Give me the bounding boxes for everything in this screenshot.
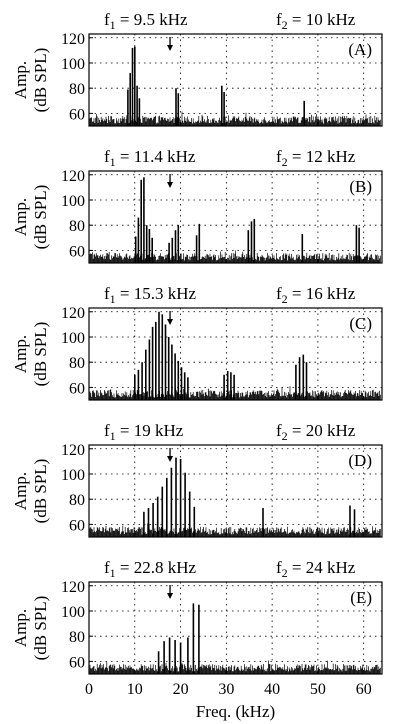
y-tick-label: 60 [69, 106, 85, 123]
panel-1: f1 = 11.4 kHz f2 = 12 kHz 60 80 100 120 (B) Amp… [11, 147, 383, 264]
y-tick-label: 60 [69, 380, 85, 397]
y-axis-label: Amp. [11, 472, 30, 510]
y-tick-label: 120 [61, 579, 85, 596]
noise-floor [89, 250, 381, 263]
y-tick-label: 80 [69, 629, 85, 646]
axes-frame [88, 170, 383, 264]
x-tick-label: 0 [85, 681, 93, 698]
grid [89, 308, 382, 400]
y-tick-label: 100 [61, 467, 85, 484]
y-axis-label: Amp. [11, 335, 30, 373]
y-axis-label: Amp. [11, 198, 30, 236]
f1-title: f1 = 15.3 kHz [104, 284, 197, 306]
y-tick-label: 60 [69, 654, 85, 671]
y-tick-label: 120 [61, 168, 85, 185]
f1-title: f1 = 11.4 kHz [104, 147, 196, 169]
y-axis-label-unit: (dB SPL) [31, 459, 50, 524]
panel-label: (E) [350, 588, 372, 607]
panel-label: (A) [348, 40, 372, 59]
y-tick-label: 100 [61, 604, 85, 621]
y-tick-label: 120 [61, 442, 85, 459]
y-tick-label: 100 [61, 193, 85, 210]
arrow-head [167, 593, 174, 599]
y-axis-label-unit: (dB SPL) [31, 185, 50, 250]
y-tick-label: 80 [69, 81, 85, 98]
f1-title: f1 = 9.5 kHz [104, 10, 188, 32]
f1-title: f1 = 19 kHz [104, 421, 184, 443]
x-tick-label: 50 [310, 681, 326, 698]
arrow-head [167, 45, 174, 51]
f2-title: f2 = 24 kHz [276, 558, 356, 580]
panel-0: f1 = 9.5 kHz f2 = 10 kHz 60 80 100 120 (A) Amp.… [11, 10, 383, 127]
noise-floor [89, 660, 381, 674]
f2-title: f2 = 20 kHz [276, 421, 356, 443]
y-axis-label-unit: (dB SPL) [31, 48, 50, 113]
x-tick-label: 60 [356, 681, 372, 698]
noise-floor [89, 111, 381, 126]
y-axis-label: Amp. [11, 61, 30, 99]
panel-3: f1 = 19 kHz f2 = 20 kHz 60 80 100 120 (D) Amp.(… [11, 421, 383, 538]
panel-2: f1 = 15.3 kHz f2 = 16 kHz 60 80 100 120 (C) Amp… [11, 284, 383, 401]
y-tick-label: 100 [61, 56, 85, 73]
noise-floor [89, 523, 381, 537]
axes-frame [88, 581, 383, 675]
grid [89, 445, 382, 537]
grid [89, 171, 382, 263]
x-tick-label: 30 [218, 681, 234, 698]
y-axis-label-unit: (dB SPL) [31, 596, 50, 661]
y-tick-label: 80 [69, 492, 85, 509]
panel-label: (B) [349, 177, 372, 196]
panel-4: f1 = 22.8 kHz f2 = 24 kHz 60 80 100 120 (E) Amp… [11, 558, 383, 675]
f2-title: f2 = 12 kHz [276, 147, 356, 169]
arrow-head [167, 182, 174, 188]
panel-label: (D) [348, 451, 372, 470]
axes-frame [88, 444, 383, 538]
noise-floor [89, 386, 381, 400]
x-axis-label: Freq. (kHz) [196, 702, 275, 721]
y-tick-label: 80 [69, 218, 85, 235]
y-axis-label-unit: (dB SPL) [31, 322, 50, 387]
x-tick-label: 10 [127, 681, 143, 698]
f2-title: f2 = 16 kHz [276, 284, 356, 306]
x-tick-label: 20 [173, 681, 189, 698]
y-tick-label: 60 [69, 243, 85, 260]
y-tick-label: 80 [69, 355, 85, 372]
arrow-head [167, 456, 174, 462]
f1-title: f1 = 22.8 kHz [104, 558, 197, 580]
x-tick-label: 40 [264, 681, 280, 698]
grid [89, 582, 382, 674]
panel-label: (C) [349, 314, 372, 333]
arrow-head [167, 319, 174, 325]
y-tick-label: 120 [61, 31, 85, 48]
y-tick-label: 60 [69, 517, 85, 534]
axes-frame [88, 33, 383, 127]
y-tick-label: 120 [61, 305, 85, 322]
axes-frame [88, 307, 383, 401]
y-axis-label: Amp. [11, 609, 30, 647]
y-tick-label: 100 [61, 330, 85, 347]
f2-title: f2 = 10 kHz [276, 10, 356, 32]
